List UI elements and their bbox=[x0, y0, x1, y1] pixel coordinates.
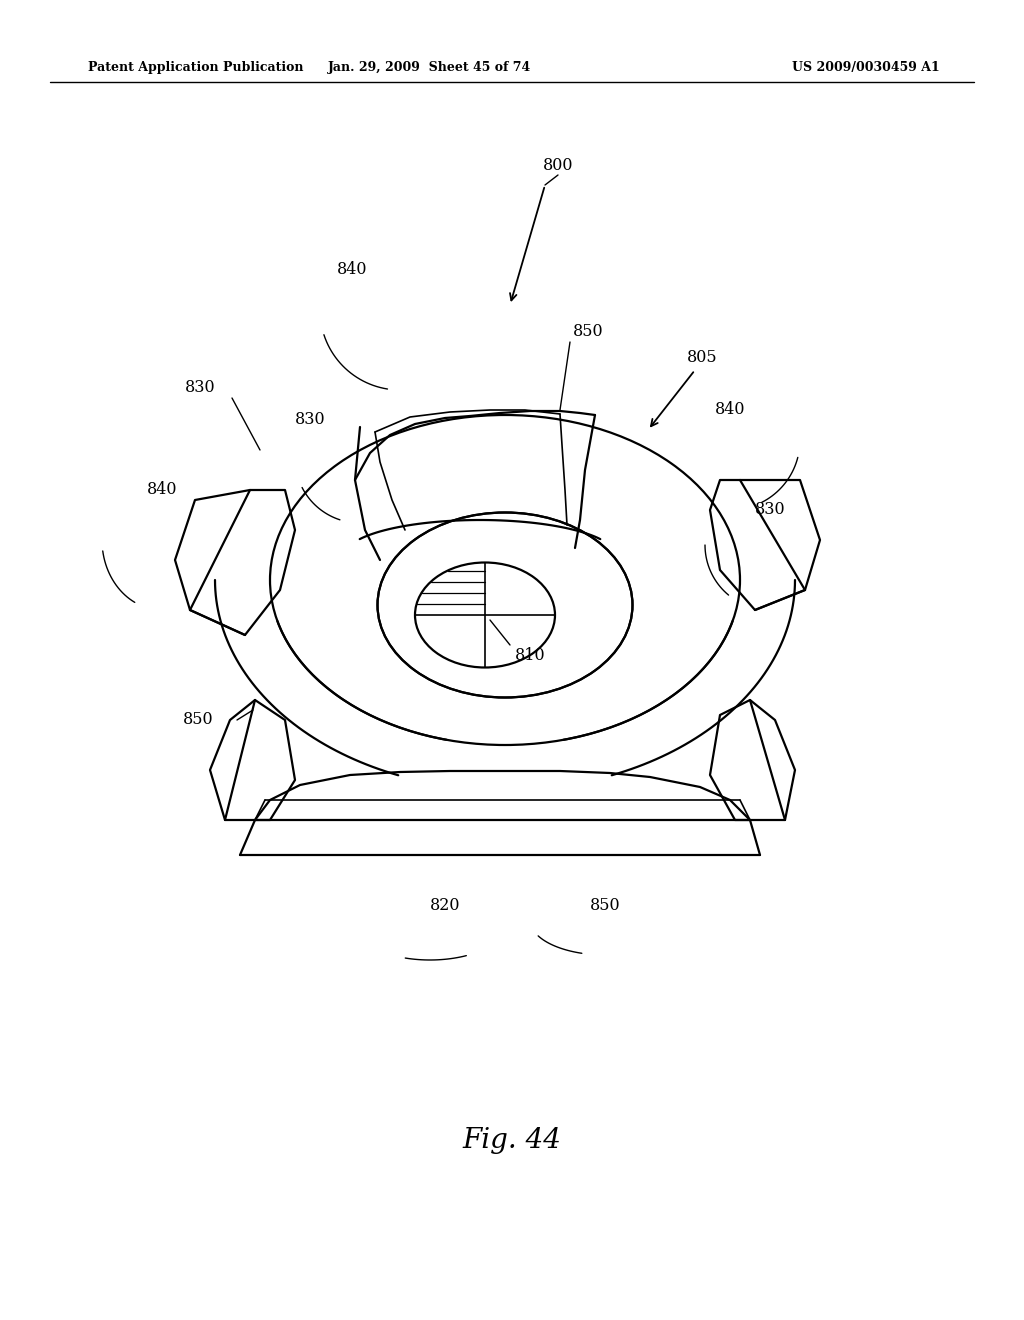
Text: 810: 810 bbox=[515, 647, 546, 664]
Text: Fig. 44: Fig. 44 bbox=[463, 1126, 561, 1154]
Text: 820: 820 bbox=[430, 896, 460, 913]
Text: Patent Application Publication: Patent Application Publication bbox=[88, 62, 303, 74]
Text: US 2009/0030459 A1: US 2009/0030459 A1 bbox=[793, 62, 940, 74]
Text: 850: 850 bbox=[572, 323, 603, 341]
Text: 830: 830 bbox=[755, 502, 785, 519]
Text: 805: 805 bbox=[687, 350, 718, 367]
Text: 850: 850 bbox=[590, 896, 621, 913]
Text: 840: 840 bbox=[715, 401, 745, 418]
Text: 840: 840 bbox=[337, 261, 368, 279]
Text: 830: 830 bbox=[295, 412, 326, 429]
Text: 840: 840 bbox=[146, 482, 177, 499]
Text: Jan. 29, 2009  Sheet 45 of 74: Jan. 29, 2009 Sheet 45 of 74 bbox=[329, 62, 531, 74]
Text: 800: 800 bbox=[543, 157, 573, 173]
Text: 830: 830 bbox=[184, 380, 215, 396]
Text: 850: 850 bbox=[182, 711, 213, 729]
